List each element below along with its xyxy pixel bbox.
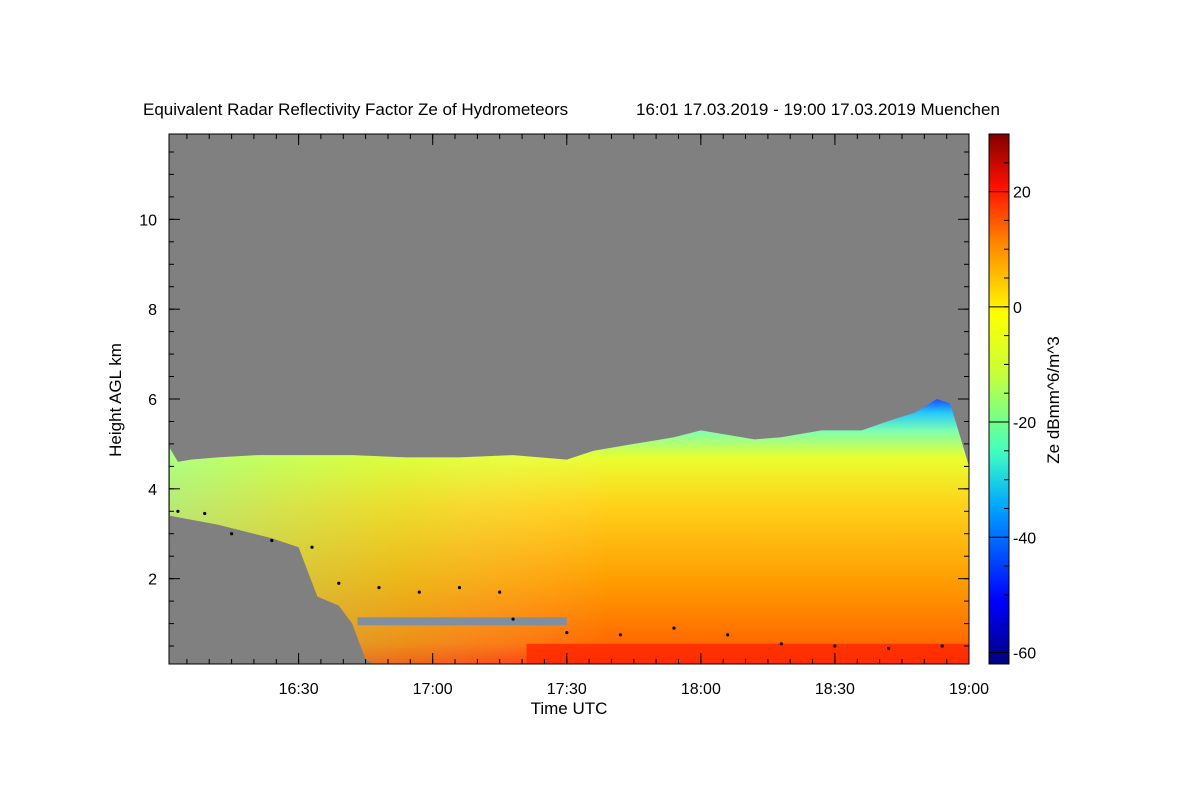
colorbar — [988, 133, 1010, 665]
cloud-base-point — [940, 644, 944, 648]
y-axis: 2 4 6 8 10 — [139, 151, 969, 647]
chart-title: Equivalent Radar Reflectivity Factor Ze … — [143, 100, 568, 119]
cloud-base-point — [270, 538, 274, 543]
y-axis-label: Height AGL km — [106, 343, 125, 457]
cloud-left-tint — [169, 399, 969, 664]
y-tick-label: 4 — [148, 482, 157, 499]
reflectivity-field — [169, 399, 969, 664]
x-tick-label: 18:00 — [681, 681, 721, 698]
colorbar-tick-label: -60 — [1013, 645, 1036, 662]
cloud-base-point — [457, 586, 462, 590]
chart-time-range: 16:01 17.03.2019 - 19:00 17.03.2019 Muen… — [636, 100, 1000, 119]
melting-layer — [357, 617, 567, 626]
cloud-base-point — [337, 581, 341, 585]
cloud-base-point — [833, 644, 837, 648]
x-axis-label: Time UTC — [531, 699, 608, 718]
cloud-base-point — [203, 511, 207, 516]
cloud-base-point — [618, 633, 623, 637]
x-tick-label: 19:00 — [949, 681, 989, 698]
colorbar-axis: 20 0 -20 -40 -60 — [989, 133, 1036, 662]
colorbar-tick-label: 0 — [1013, 300, 1022, 317]
colorbar-tick-label: 20 — [1013, 185, 1031, 202]
cloud-base-point — [511, 617, 515, 621]
x-tick-label: 16:30 — [279, 681, 319, 698]
x-axis: 16:30 17:00 17:30 18:00 18:30 19:00 — [186, 134, 989, 698]
colorbar-tick-label: -40 — [1013, 530, 1036, 547]
cloud-base-point — [887, 646, 891, 650]
cloud-base-points — [176, 509, 944, 650]
y-tick-label: 6 — [148, 392, 157, 409]
cloud-base-point — [230, 532, 234, 536]
cloud-base-point — [565, 631, 569, 635]
rain-band — [526, 643, 969, 664]
cloud-base-point — [672, 626, 676, 630]
cloud-base-point — [176, 509, 180, 513]
colorbar-tick-label: -20 — [1013, 415, 1036, 432]
x-tick-label: 17:30 — [547, 681, 587, 698]
cloud-base-point — [779, 642, 783, 646]
y-tick-label: 8 — [148, 302, 157, 319]
cloud-base-point — [377, 586, 381, 590]
y-tick-label: 2 — [148, 572, 157, 589]
cloud-base-point — [498, 590, 502, 594]
x-tick-label: 17:00 — [413, 681, 453, 698]
no-signal-region — [169, 515, 374, 664]
cloud-base-point — [310, 545, 314, 549]
colorbar-label: Ze dBmm^6/m^3 — [1044, 336, 1063, 463]
cloud-base-point — [726, 633, 730, 637]
cloud-base-point — [417, 590, 421, 594]
y-tick-label: 10 — [139, 212, 157, 229]
x-tick-label: 18:30 — [815, 681, 855, 698]
